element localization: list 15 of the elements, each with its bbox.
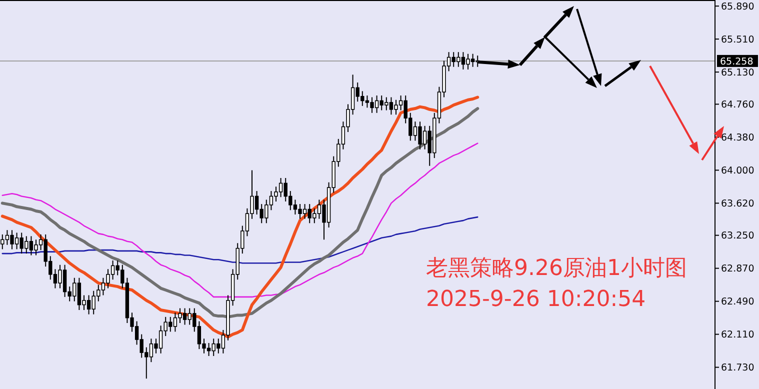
y-tick-label: 65.130	[721, 67, 754, 78]
y-tick-label: 62.490	[721, 296, 754, 308]
y-tick-label: 65.510	[721, 34, 754, 46]
y-tick-label: 64.380	[721, 132, 754, 144]
y-tick-label: 63.250	[721, 230, 754, 242]
y-tick-label: 61.730	[721, 362, 754, 374]
y-tick-label: 65.890	[721, 1, 754, 12]
y-tick-label: 64.000	[721, 166, 754, 177]
ref-line-label: 65.258	[720, 56, 754, 68]
y-tick-label: 62.110	[721, 330, 754, 341]
annotation: 2025-9-26 10:20:54	[426, 287, 646, 312]
y-tick-label: 63.620	[721, 198, 754, 210]
y-tick-label: 62.870	[721, 264, 754, 275]
annotation: 老黑策略9.26原油1小时图	[426, 256, 687, 281]
y-tick-label: 64.760	[721, 100, 754, 111]
